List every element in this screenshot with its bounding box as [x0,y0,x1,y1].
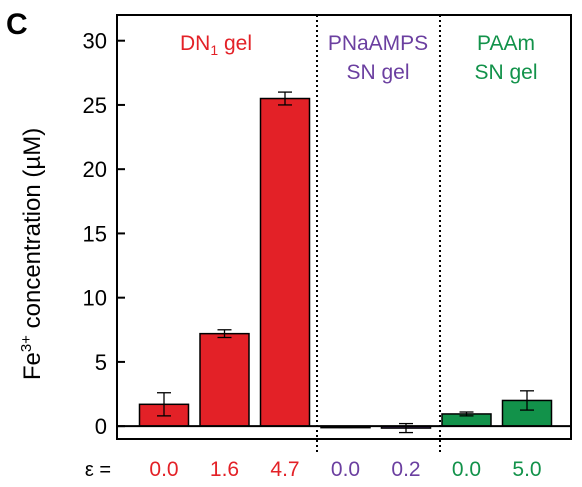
y-axis-label-prefix: Fe [19,352,46,380]
y-axis-label: Fe3+ concentration (µM) [18,128,46,380]
x-tick-label: 0.2 [391,458,420,481]
y-tick-label: 0 [95,414,107,439]
x-axis-prefix: ε = [85,459,111,481]
y-tick-label: 25 [83,93,107,118]
y-axis-label-suffix: concentration (µM) [19,128,46,335]
group-title: PNaAMPS [328,32,428,55]
group-title: DN1 gel [180,32,252,58]
plot-frame [116,14,572,440]
x-tick-label: 1.6 [210,458,239,481]
x-axis-labels: 0.0 1.6 4.7 0.0 0.2 0.0 5.0 [149,458,541,481]
y-tick-label: 20 [83,157,107,182]
x-tick-label: 0.0 [452,458,481,481]
x-tick-label: 4.7 [270,458,299,481]
group-title-line2: SN gel [474,61,537,84]
y-tick-label: 15 [83,221,107,246]
y-axis-label-superscript: 3+ [18,335,35,352]
group-title-rest: gel [218,32,252,55]
group-title-main: PAAm [477,32,535,55]
y-axis-ticks: 0 5 10 15 20 25 30 [83,29,125,439]
bar [199,332,250,427]
group-titles: DN1 gel PNaAMPS SN gel PAAm SN gel [180,32,538,84]
y-tick-label: 5 [95,350,107,375]
group-title: PAAm [477,32,535,55]
bar [259,97,311,427]
y-tick-label: 10 [83,286,107,311]
group-title-main: DN [180,32,210,55]
group-title-subscript: 1 [210,42,218,58]
x-tick-label: 5.0 [512,458,541,481]
x-tick-label: 0.0 [331,458,360,481]
group-title-line2: SN gel [346,61,409,84]
panel-label: C [6,8,28,41]
group-dividers [316,15,441,455]
y-tick-label: 30 [83,29,107,54]
bars [138,91,553,434]
group-title-main: PNaAMPS [328,32,428,55]
x-tick-label: 0.0 [149,458,178,481]
